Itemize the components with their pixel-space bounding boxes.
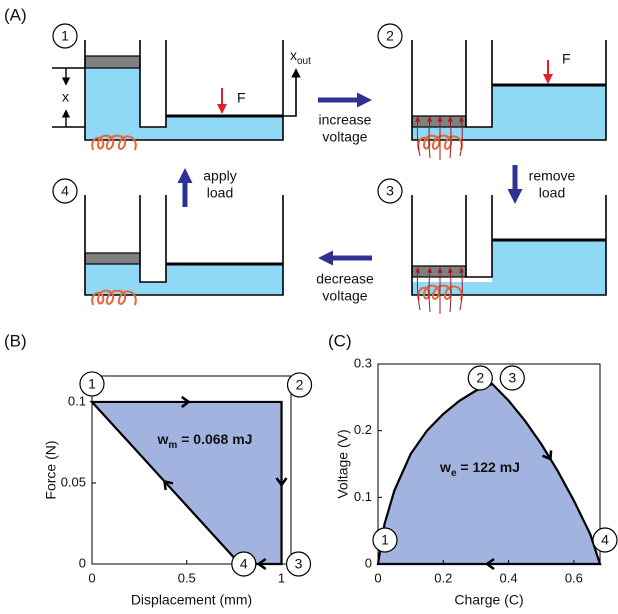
- transition-label: increase: [319, 112, 372, 128]
- annotation-part: w: [157, 431, 169, 447]
- point-label: 4: [240, 556, 248, 572]
- y-axis-label: Force (N): [43, 440, 59, 499]
- point-label: 4: [601, 532, 609, 548]
- y-axis-label: Voltage (V): [335, 429, 351, 498]
- y-tick-label: 0.3: [354, 355, 372, 370]
- diagram-state-1: F xout x 1: [52, 24, 311, 150]
- transition-label: voltage: [322, 288, 367, 304]
- step-label: 3: [386, 183, 394, 199]
- panel-label: (A): [4, 5, 27, 24]
- x-axis-label: Charge (C): [454, 592, 523, 608]
- point-label: 1: [88, 376, 96, 392]
- x-tick-label: 0: [88, 570, 95, 585]
- output-label: xout: [290, 47, 311, 67]
- x-tick-label: 0.2: [434, 570, 452, 585]
- transition-label: apply: [203, 168, 236, 184]
- step-label: 1: [61, 28, 69, 44]
- transition-label: remove: [529, 168, 576, 184]
- y-tick-label: 0.1: [68, 393, 86, 408]
- annotation-part: = 122 mJ: [457, 459, 520, 475]
- y-tick-label: 0: [365, 555, 372, 570]
- y-tick-label: 0.2: [354, 422, 372, 437]
- y-tick-label: 0.05: [61, 474, 86, 489]
- diagram-state-2: F 2: [378, 24, 606, 160]
- transition-label: voltage: [322, 129, 367, 145]
- transition-label: load: [539, 185, 565, 201]
- point-label: 2: [476, 370, 484, 386]
- figure: (A) F xout x 1 F 2 3 4 increase vol: [0, 0, 618, 614]
- area: [92, 402, 282, 564]
- annotation-part: w: [439, 459, 451, 475]
- x-tick-label: 0.4: [500, 570, 518, 585]
- x-label: x: [62, 89, 69, 105]
- force-label: F: [562, 51, 571, 67]
- annotation-part: m: [168, 440, 177, 451]
- point-label: 2: [296, 377, 304, 393]
- y-tick-label: 0: [79, 555, 86, 570]
- x-axis-label: Displacement (mm): [131, 592, 252, 608]
- point-label: 3: [508, 370, 516, 386]
- panel-label: (C): [328, 331, 352, 350]
- diagram-state-3: 3: [378, 179, 606, 314]
- point-label: 1: [381, 532, 389, 548]
- point-label: 3: [295, 556, 303, 572]
- x-tick-label: 0.6: [565, 570, 583, 585]
- transition-label: decrease: [316, 271, 374, 287]
- x-tick-label: 1: [278, 570, 285, 585]
- annotation-part: = 0.068 mJ: [177, 431, 252, 447]
- diagram-state-4: 4: [53, 179, 283, 305]
- force-label: F: [237, 90, 246, 106]
- y-tick-label: 0.1: [354, 489, 372, 504]
- transition-label: load: [207, 185, 233, 201]
- step-label: 4: [61, 183, 69, 199]
- step-label: 2: [386, 28, 394, 44]
- x-tick-label: 0.5: [178, 570, 196, 585]
- x-tick-label: 0: [374, 570, 381, 585]
- panel-label: (B): [4, 331, 27, 350]
